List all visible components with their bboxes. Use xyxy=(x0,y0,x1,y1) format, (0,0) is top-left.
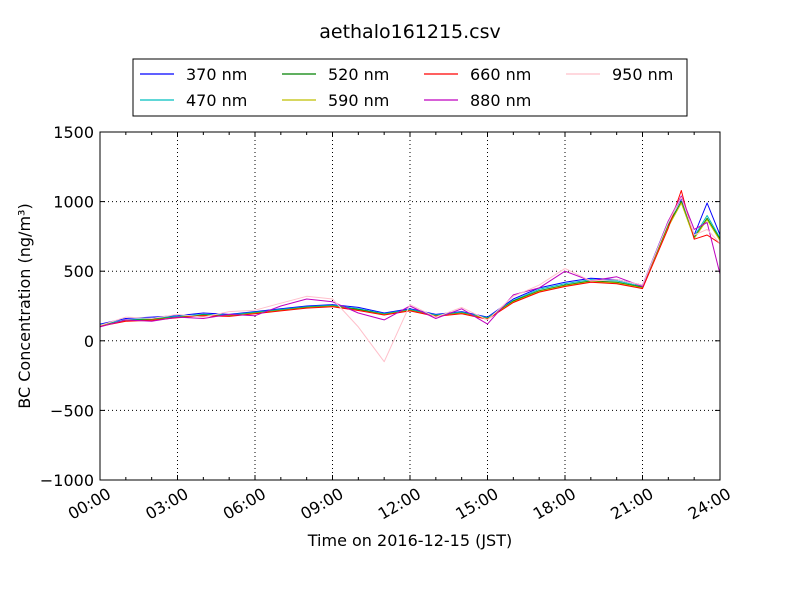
legend-item: 950 nm xyxy=(566,65,673,84)
x-tick-label: 03:00 xyxy=(142,484,191,524)
legend-label: 660 nm xyxy=(470,65,531,84)
x-tick-label: 09:00 xyxy=(297,484,346,524)
x-axis-label: Time on 2016-12-15 (JST) xyxy=(307,531,512,550)
series-line-950-nm xyxy=(100,196,720,363)
legend-label: 520 nm xyxy=(328,65,389,84)
legend-item: 660 nm xyxy=(424,65,531,84)
legend-label: 470 nm xyxy=(186,91,247,110)
x-tick-label: 24:00 xyxy=(685,484,734,524)
x-tick-label: 12:00 xyxy=(375,484,424,524)
legend: 370 nm 470 nm 520 nm 590 nm 660 nm 880 nm 950 … xyxy=(132,58,688,117)
y-tick-label: 1500 xyxy=(53,123,94,142)
x-tick-label: 21:00 xyxy=(607,484,656,524)
legend-label: 950 nm xyxy=(612,65,673,84)
x-tick-label: 18:00 xyxy=(530,484,579,524)
series-line-660-nm xyxy=(100,190,720,327)
legend-item: 470 nm xyxy=(140,91,247,110)
legend-item: 880 nm xyxy=(424,91,531,110)
legend-box xyxy=(132,58,688,117)
y-tick-label: 1000 xyxy=(53,193,94,212)
x-tick-label: 15:00 xyxy=(452,484,501,524)
y-tick-label: −500 xyxy=(50,401,94,420)
legend-item: 590 nm xyxy=(282,91,389,110)
legend-item: 370 nm xyxy=(140,65,247,84)
legend-label: 370 nm xyxy=(186,65,247,84)
y-axis-label: BC Concentration (ng/m³) xyxy=(15,203,34,408)
y-tick-label: 500 xyxy=(63,262,94,281)
legend-label: 590 nm xyxy=(328,91,389,110)
legend-label: 880 nm xyxy=(470,91,531,110)
x-tick-label: 06:00 xyxy=(220,484,269,524)
series-lines xyxy=(100,190,720,363)
legend-item: 520 nm xyxy=(282,65,389,84)
grid xyxy=(100,132,720,480)
y-tick-label: −1000 xyxy=(40,471,94,490)
chart-title: aethalo161215.csv xyxy=(319,21,501,43)
y-tick-label: 0 xyxy=(84,332,94,351)
